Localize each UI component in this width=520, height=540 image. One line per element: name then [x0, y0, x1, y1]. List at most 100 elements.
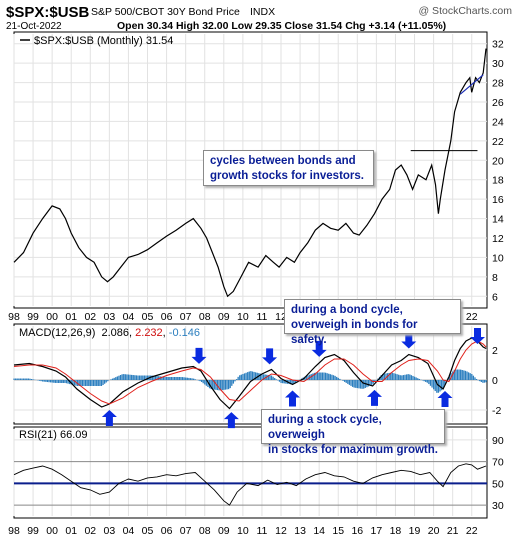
rsi-legend: RSI(21) 66.09: [19, 429, 87, 441]
histogram-bar: [129, 374, 131, 380]
histogram-bar: [261, 374, 263, 380]
histogram-bar: [332, 375, 335, 380]
histogram-bar: [86, 380, 88, 386]
histogram-bar: [154, 375, 157, 380]
histogram-bar: [415, 377, 417, 380]
histogram-bar: [304, 376, 306, 380]
histogram-bar: [278, 380, 281, 382]
arrow-down-icon: [470, 328, 485, 344]
x-axis-bottom: 98 99 00 01 02 03 04 05 06 07 08 09 10 11 12 13 14 15 16 17…: [8, 525, 478, 537]
histogram-bar: [356, 380, 359, 389]
histogram-bar: [193, 378, 195, 380]
histogram-bar: [194, 379, 196, 380]
y-tick-label: 30: [492, 500, 504, 512]
x-tick-label: 20: [428, 525, 440, 537]
date-label: 21-Oct-2022: [6, 21, 62, 32]
histogram-bar: [320, 372, 322, 380]
symbol-title: $SPX:$USB: [6, 4, 90, 21]
histogram-bar: [247, 372, 249, 380]
histogram-bar: [270, 375, 273, 380]
histogram-bar: [59, 380, 61, 383]
x-tick-label: 04: [123, 311, 135, 323]
histogram-bar: [418, 378, 420, 380]
histogram-bar: [390, 372, 392, 380]
histogram-bar: [84, 380, 87, 386]
histogram-bar: [337, 377, 339, 380]
histogram-bar: [262, 374, 265, 380]
histogram-bar: [65, 380, 68, 384]
histogram-bar: [336, 376, 338, 380]
histogram-bar: [91, 380, 93, 386]
histogram-bar: [167, 377, 169, 380]
histogram-bar: [243, 373, 246, 380]
histogram-bar: [165, 377, 168, 380]
trend-line: [459, 74, 484, 95]
histogram-bar: [231, 380, 233, 386]
x-tick-label: 08: [199, 525, 211, 537]
histogram-bar: [103, 380, 106, 384]
histogram-bar: [27, 378, 30, 380]
macd-y-axis: -2 0 2: [492, 345, 501, 417]
histogram-bar: [331, 374, 333, 380]
histogram-bar: [220, 380, 222, 391]
histogram-bar: [40, 380, 42, 382]
histogram-bar: [29, 378, 31, 380]
histogram-bar: [43, 380, 45, 382]
histogram-bar: [326, 373, 328, 380]
histogram-bar: [234, 380, 236, 382]
histogram-bar: [461, 370, 463, 380]
histogram-bar: [81, 380, 84, 386]
histogram-bar: [173, 377, 176, 380]
y-tick-label: 0: [492, 375, 498, 387]
histogram-bar: [460, 369, 462, 380]
histogram-bar: [110, 379, 112, 380]
histogram-bar: [210, 380, 212, 390]
histogram-bar: [283, 380, 285, 384]
histogram-bar: [348, 380, 351, 385]
histogram-bar: [350, 380, 352, 386]
histogram-bar: [297, 380, 300, 381]
histogram-bar: [121, 374, 123, 380]
x-tick-label: 12: [275, 311, 287, 323]
histogram-bar: [280, 380, 282, 383]
x-tick-label: 09: [218, 525, 230, 537]
histogram-bar: [245, 372, 247, 380]
histogram-bar: [172, 377, 174, 380]
histogram-bar: [269, 375, 271, 380]
x-tick-label: 18: [390, 525, 402, 537]
histogram-bar: [24, 378, 26, 380]
histogram-bar: [323, 372, 325, 380]
arrow-up-icon: [285, 390, 300, 407]
histogram-bar: [483, 380, 486, 383]
histogram-bar: [19, 378, 22, 380]
annotation-bond-cycle: during a bond cycle, overweigh in bonds …: [284, 299, 461, 346]
y-tick-label: 6: [492, 291, 498, 303]
arrow-down-icon: [262, 348, 278, 365]
x-tick-label: 11: [256, 525, 267, 537]
histogram-bar: [175, 377, 177, 380]
histogram-bar: [404, 374, 406, 380]
histogram-bar: [105, 380, 107, 383]
x-tick-label: 19: [409, 525, 421, 537]
x-tick-label: 01: [65, 525, 77, 537]
y-tick-label: 12: [492, 233, 504, 245]
histogram-bar: [474, 377, 476, 380]
histogram-bar: [138, 375, 141, 380]
y-tick-label: 16: [492, 194, 504, 206]
arrow-down-icon: [311, 340, 327, 357]
x-tick-label: 02: [84, 525, 96, 537]
histogram-bar: [161, 376, 163, 380]
histogram-bar: [113, 377, 115, 380]
histogram-bar: [405, 374, 408, 380]
macd-legend-hist: -0.146: [169, 327, 200, 339]
histogram-bar: [16, 378, 18, 380]
histogram-bar: [169, 377, 171, 380]
histogram-bar: [471, 374, 473, 380]
histogram-bar: [202, 380, 204, 384]
histogram-bar: [111, 378, 114, 380]
histogram-bar: [448, 374, 451, 380]
histogram-bar: [391, 372, 393, 380]
histogram-bar: [355, 380, 357, 388]
histogram-bar: [254, 372, 257, 380]
x-tick-label: 02: [84, 311, 96, 323]
